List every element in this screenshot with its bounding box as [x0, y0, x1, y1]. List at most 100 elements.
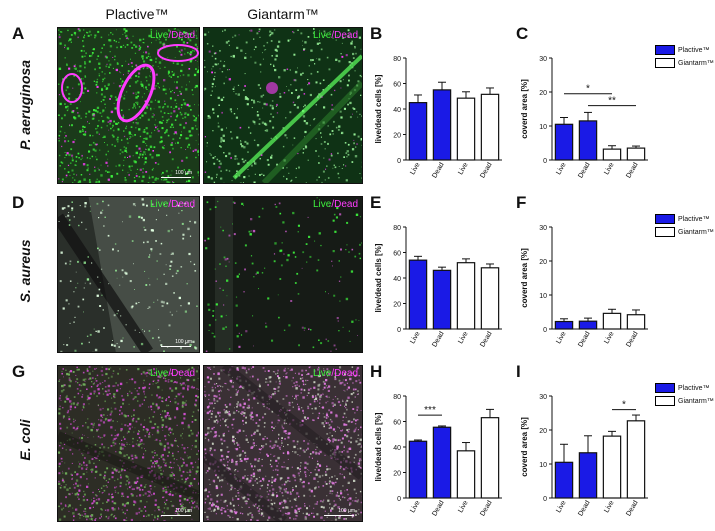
x-tick-label: Dead — [577, 161, 591, 179]
micrograph-d-giantarm: Live/Dead — [203, 196, 363, 353]
legend-label-giantarm: Giantarm™ — [678, 398, 714, 405]
bar-plactive-live — [409, 441, 426, 498]
bar-plactive-live — [555, 124, 572, 160]
bar-plactive-dead — [433, 270, 450, 329]
micrograph-a-giantarm-texture — [204, 28, 362, 183]
bar-plactive-dead — [579, 453, 596, 498]
x-tick-label: Live — [457, 330, 470, 345]
scale-bar-label: 100 µm — [338, 508, 355, 514]
y-tick-label: 40 — [393, 445, 401, 452]
scale-bar — [161, 346, 191, 347]
column-title-plactive: Plactive™ — [57, 6, 217, 22]
y-tick-label: 20 — [393, 133, 401, 140]
x-tick-label: Dead — [431, 499, 445, 517]
x-tick-label: Live — [409, 161, 422, 176]
micrograph-d-giantarm-texture — [204, 197, 362, 352]
bar-giantarm-dead — [481, 94, 498, 160]
scale-bar-label: 100 µm — [175, 508, 192, 514]
y-tick-label: 10 — [539, 124, 547, 131]
stain-legend-overlay: Live/Dead — [150, 30, 195, 41]
significance-label: ** — [608, 96, 616, 107]
x-tick-label: Dead — [431, 161, 445, 179]
significance-label: * — [622, 400, 626, 411]
bar-giantarm-live — [457, 98, 474, 160]
legend-i: Plactive™ Giantarm™ — [655, 383, 714, 406]
bar-plactive-dead — [579, 121, 596, 160]
stain-legend-overlay: Live/Dead — [150, 199, 195, 210]
significance-label: *** — [424, 405, 436, 416]
micrograph-a-plactive-texture — [58, 28, 199, 183]
micrograph-g-plactive-texture — [58, 366, 199, 521]
stain-legend-overlay: Live/Dead — [150, 368, 195, 379]
y-tick-label: 30 — [539, 56, 547, 63]
legend-swatch-plactive — [655, 45, 675, 55]
y-tick-label: 20 — [539, 428, 547, 435]
species-label-s-aureus: S. aureus — [17, 206, 33, 336]
micrograph-d-plactive-texture — [58, 197, 199, 352]
y-tick-label: 80 — [393, 56, 401, 63]
y-tick-label: 60 — [393, 420, 401, 427]
x-tick-label: Live — [603, 499, 616, 514]
stain-legend-overlay: Live/Dead — [313, 199, 358, 210]
y-tick-label: 0 — [543, 327, 547, 334]
x-tick-label: Dead — [479, 330, 493, 348]
micrograph-g-plactive: Live/Dead 100 µm — [57, 365, 200, 522]
x-tick-label: Live — [603, 161, 616, 176]
y-axis-label: coverd area [%] — [520, 248, 529, 308]
species-label-p-aeruginosa: P. aeruginosa — [17, 40, 33, 170]
y-tick-label: 80 — [393, 225, 401, 232]
legend-swatch-giantarm — [655, 58, 675, 68]
y-tick-label: 20 — [539, 259, 547, 266]
bar-giantarm-dead — [627, 148, 644, 160]
x-tick-label: Dead — [577, 499, 591, 517]
scale-bar-label: 100 µm — [175, 339, 192, 345]
x-tick-label: Live — [409, 330, 422, 345]
panel-letter-h: H — [370, 362, 382, 382]
y-tick-label: 20 — [393, 302, 401, 309]
significance-label: * — [586, 84, 590, 95]
x-tick-label: Dead — [479, 499, 493, 517]
x-tick-label: Live — [603, 330, 616, 345]
x-tick-label: Dead — [625, 499, 639, 517]
y-tick-label: 20 — [393, 471, 401, 478]
y-tick-label: 30 — [539, 394, 547, 401]
micrograph-g-giantarm: Live/Dead 100 µm — [203, 365, 363, 522]
scale-bar — [324, 515, 354, 516]
y-tick-label: 10 — [539, 462, 547, 469]
y-axis-label: coverd area [%] — [520, 79, 529, 139]
y-axis-label: live/dead cells [%] — [374, 243, 383, 312]
scale-bar-label: 100 µm — [175, 170, 192, 176]
legend-label-plactive: Plactive™ — [678, 216, 710, 223]
panel-letter-c: C — [516, 24, 528, 44]
legend-f: Plactive™ Giantarm™ — [655, 214, 714, 237]
column-title-giantarm: Giantarm™ — [203, 6, 363, 22]
x-tick-label: Dead — [625, 330, 639, 348]
legend-swatch-plactive — [655, 383, 675, 393]
legend-swatch-giantarm — [655, 396, 675, 406]
legend-swatch-plactive — [655, 214, 675, 224]
bar-giantarm-live — [603, 149, 620, 160]
bar-plactive-live — [555, 322, 572, 329]
x-tick-label: Live — [555, 499, 568, 514]
y-tick-label: 10 — [539, 293, 547, 300]
legend-swatch-giantarm — [655, 227, 675, 237]
micrograph-d-plactive: Live/Dead 100 µm — [57, 196, 200, 353]
bar-giantarm-live — [603, 313, 620, 329]
legend-label-plactive: Plactive™ — [678, 47, 710, 54]
x-tick-label: Live — [555, 161, 568, 176]
x-tick-label: Live — [457, 161, 470, 176]
x-tick-label: Live — [555, 330, 568, 345]
bar-giantarm-live — [457, 451, 474, 498]
bar-giantarm-dead — [627, 315, 644, 329]
y-tick-label: 60 — [393, 251, 401, 258]
x-tick-label: Live — [457, 499, 470, 514]
bar-giantarm-live — [457, 263, 474, 329]
y-tick-label: 0 — [397, 327, 401, 334]
panel-letter-b: B — [370, 24, 382, 44]
scale-bar — [161, 515, 191, 516]
panel-letter-i: I — [516, 362, 521, 382]
